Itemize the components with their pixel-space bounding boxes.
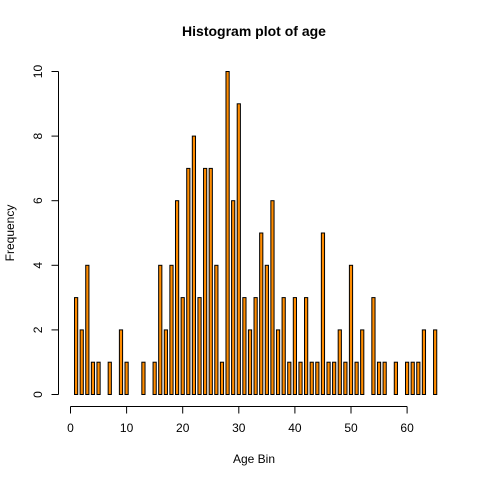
chart-title: Histogram plot of age xyxy=(182,23,326,39)
histogram-bar xyxy=(416,361,421,396)
histogram-bar xyxy=(275,329,281,395)
histogram-bar xyxy=(90,361,96,396)
histogram-bar xyxy=(410,361,415,396)
y-tick-label: 6 xyxy=(31,197,45,204)
histogram-bar xyxy=(174,200,180,395)
bars-group xyxy=(74,71,438,396)
y-axis-label: Frequency xyxy=(3,205,17,262)
histogram-bar xyxy=(107,361,112,396)
histogram-bar xyxy=(180,297,185,396)
y-tick-label: 4 xyxy=(31,262,45,269)
x-tick-label: 30 xyxy=(232,421,246,435)
x-tick-label: 40 xyxy=(288,421,302,435)
histogram-bar xyxy=(158,264,163,395)
y-tick-label: 10 xyxy=(31,65,45,79)
histogram-bar xyxy=(292,297,297,396)
histogram-bar xyxy=(298,361,303,396)
histogram-bar xyxy=(304,297,309,396)
histogram-bar xyxy=(152,361,157,396)
histogram-bar xyxy=(287,361,292,396)
y-tick-label: 8 xyxy=(31,132,45,139)
histogram-bar xyxy=(163,329,168,395)
histogram-bar xyxy=(225,71,230,395)
histogram-bar xyxy=(309,361,314,396)
histogram-bar xyxy=(382,361,387,396)
x-tick-label: 60 xyxy=(400,421,414,435)
histogram-bar xyxy=(242,297,247,396)
y-tick-label: 2 xyxy=(31,326,45,333)
histogram-bar xyxy=(219,361,225,396)
histogram-bar xyxy=(354,361,359,396)
y-axis: 0 2 4 6 8 10 xyxy=(31,65,59,398)
histogram-bar xyxy=(337,329,342,395)
histogram-bar xyxy=(74,297,79,396)
histogram-bar xyxy=(433,329,438,395)
histogram-bar xyxy=(214,264,219,395)
histogram-bar xyxy=(208,167,213,395)
histogram-bar xyxy=(79,329,84,395)
x-tick-label: 20 xyxy=(176,421,190,435)
histogram-bar xyxy=(231,200,236,395)
histogram-bar xyxy=(332,361,337,396)
histogram-bar xyxy=(141,361,146,396)
histogram-bar xyxy=(96,361,101,396)
histogram-bar xyxy=(405,361,410,396)
histogram-bar xyxy=(203,167,208,395)
histogram-bar xyxy=(124,361,129,396)
histogram-bar xyxy=(247,329,253,395)
histogram-bar xyxy=(421,329,427,395)
histogram-bar xyxy=(85,264,90,395)
histogram-bar xyxy=(253,297,258,396)
histogram-bar xyxy=(393,361,398,396)
histogram-bar xyxy=(326,361,331,396)
histogram-bar xyxy=(320,232,326,395)
histogram-bar xyxy=(191,135,197,395)
histogram-bar xyxy=(281,297,286,396)
x-axis-label: Age Bin xyxy=(233,452,275,466)
histogram-bar xyxy=(376,361,382,396)
histogram-bar xyxy=(236,103,241,396)
histogram-bar xyxy=(169,264,174,395)
histogram-bar xyxy=(348,264,354,395)
x-tick-label: 10 xyxy=(120,421,134,435)
histogram-bar xyxy=(259,232,264,395)
histogram-bar xyxy=(371,297,376,396)
histogram-bar xyxy=(343,361,348,396)
x-axis: 0 10 20 30 40 50 60 xyxy=(67,406,414,435)
histogram-bar xyxy=(360,329,365,395)
histogram-bar xyxy=(315,361,320,396)
x-tick-label: 0 xyxy=(67,421,74,435)
y-tick-label: 0 xyxy=(31,391,45,398)
histogram-bar xyxy=(186,167,191,395)
histogram-bar xyxy=(264,264,269,395)
histogram-bar xyxy=(270,200,275,395)
histogram-bar xyxy=(118,329,124,395)
x-tick-label: 50 xyxy=(344,421,358,435)
histogram-bar xyxy=(197,297,202,396)
